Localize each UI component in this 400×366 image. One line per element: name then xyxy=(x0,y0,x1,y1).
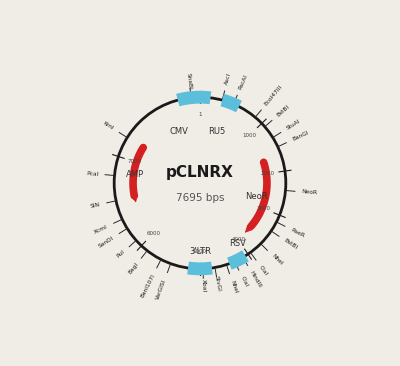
Text: PuI: PuI xyxy=(116,250,126,259)
Text: RU5: RU5 xyxy=(208,127,226,136)
Text: NeoR: NeoR xyxy=(245,192,268,201)
Text: BagI: BagI xyxy=(127,262,139,275)
Text: 5000: 5000 xyxy=(193,249,207,254)
Text: BanGI: BanGI xyxy=(292,130,310,142)
Text: BstBI: BstBI xyxy=(283,238,299,251)
Text: pCLNRX: pCLNRX xyxy=(166,165,234,180)
Text: ClaI: ClaI xyxy=(258,264,268,276)
Text: 7000: 7000 xyxy=(128,159,142,164)
Polygon shape xyxy=(176,91,211,106)
Text: HindIII: HindIII xyxy=(249,270,263,289)
Text: PacAI: PacAI xyxy=(238,73,248,90)
Text: SanDI: SanDI xyxy=(98,235,115,249)
Text: 1: 1 xyxy=(198,112,202,117)
Text: RSV: RSV xyxy=(229,239,246,247)
Text: KrnI: KrnI xyxy=(102,121,115,131)
Text: PcaI: PcaI xyxy=(86,171,98,176)
Text: 3'LTR: 3'LTR xyxy=(189,247,211,256)
Text: 1000: 1000 xyxy=(242,133,256,138)
Text: BanI107I: BanI107I xyxy=(140,273,156,298)
Text: AMP: AMP xyxy=(126,170,144,179)
Text: 2000: 2000 xyxy=(261,171,275,176)
Text: 4000: 4000 xyxy=(231,238,245,242)
Text: CMV: CMV xyxy=(170,127,189,136)
Polygon shape xyxy=(227,250,249,270)
Text: VarGISI: VarGISI xyxy=(156,278,168,300)
Text: NeoR: NeoR xyxy=(302,190,318,196)
Text: NheI: NheI xyxy=(229,279,238,294)
Text: PaeR: PaeR xyxy=(290,227,305,238)
Text: XbaI: XbaI xyxy=(201,279,206,292)
Text: 6000: 6000 xyxy=(146,231,160,236)
Text: 7695 bps: 7695 bps xyxy=(176,194,224,203)
Text: StvGI: StvGI xyxy=(214,275,222,292)
Polygon shape xyxy=(187,262,213,275)
Text: XcmI: XcmI xyxy=(93,224,108,235)
Text: NheI: NheI xyxy=(270,253,284,266)
Text: StuAI: StuAI xyxy=(285,119,301,131)
Text: BstBI: BstBI xyxy=(276,104,290,118)
Polygon shape xyxy=(220,94,242,112)
Text: ClaI: ClaI xyxy=(239,275,248,287)
Text: SIN: SIN xyxy=(90,202,101,209)
Text: 3000: 3000 xyxy=(257,206,271,211)
Text: AscI: AscI xyxy=(224,72,232,85)
Text: EcoI47III: EcoI47III xyxy=(264,84,284,107)
Text: SnaBI: SnaBI xyxy=(186,73,193,90)
